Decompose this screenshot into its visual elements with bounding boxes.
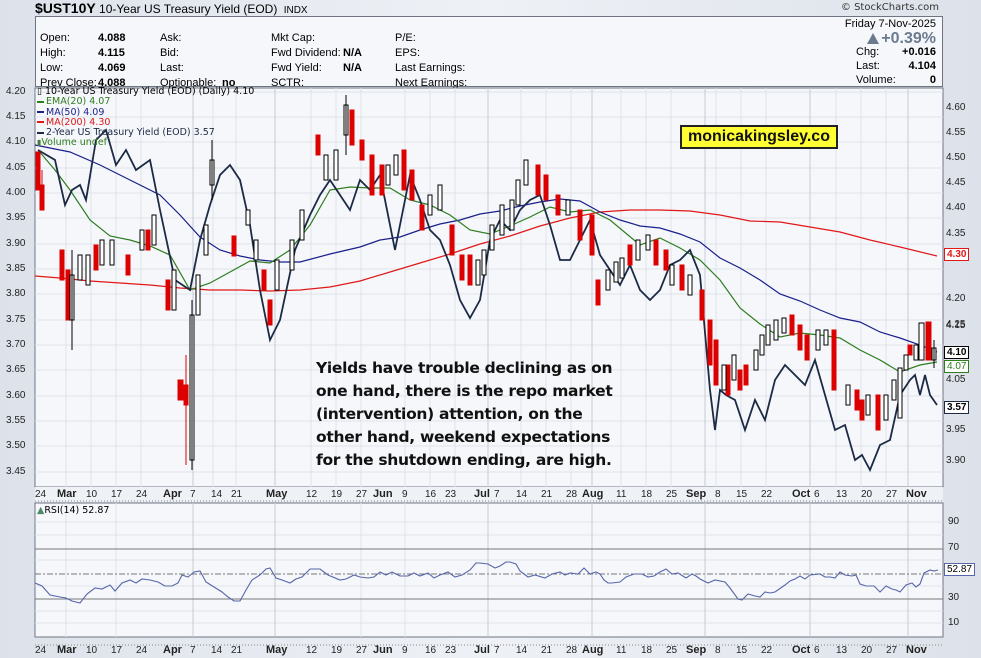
chart-title: $UST10Y 10-Year US Treasury Yield (EOD) … <box>35 0 308 19</box>
high-label: High: <box>40 47 66 59</box>
quote-date: Friday 7-Nov-2025 <box>844 18 936 30</box>
prev-close-label: Prev Close: <box>40 77 97 89</box>
legend-ma200: MA(200) 4.30 <box>37 116 254 128</box>
open-value: 4.088 <box>98 32 126 44</box>
2y-swatch-icon <box>37 131 44 134</box>
copyright: © StockCharts.com <box>840 2 939 13</box>
legend-ma50: MA(50) 4.09 <box>37 106 254 118</box>
right-axis-4-15: 4.15 <box>946 320 966 331</box>
exchange: INDX <box>283 5 308 16</box>
legend-2y-label: 2-Year US Treasury Yield (EOD) 3.57 <box>46 127 215 139</box>
chg-value: +0.016 <box>902 46 936 58</box>
legend-volume: ▮Volume undef <box>37 138 254 148</box>
mkt-cap-label: Mkt Cap: <box>271 32 316 44</box>
volume-value: 0 <box>929 74 936 86</box>
info-col-bidask: Ask: Bid: Last: Optionable: no <box>160 31 235 91</box>
last-row: Last: 4.104 <box>856 59 936 73</box>
price-legend: ▯ 10-Year US Treasury Yield (EOD) (Daily… <box>37 86 255 149</box>
ma200-value-tag: 4.30 <box>944 248 970 261</box>
rsi-grid <box>35 503 943 637</box>
last-value-tag: 4.10 <box>944 346 970 359</box>
legend-ema20: EMA(20) 4.07 <box>37 97 254 107</box>
prev-close-value: 4.088 <box>98 77 126 89</box>
ma200-line <box>34 209 938 292</box>
legend-main: ▯ 10-Year US Treasury Yield (EOD) (Daily… <box>37 86 255 97</box>
chg-label: Chg: <box>856 46 880 58</box>
ma50-swatch-icon <box>37 111 44 114</box>
volume-row: Volume: 0 <box>856 73 936 87</box>
last-label: Last: <box>160 62 184 74</box>
legend-ma200-label: MA(200) 4.30 <box>46 116 111 128</box>
rsi-value-tag: 52.87 <box>944 563 976 576</box>
rsi-legend-label: RSI(14) 52.87 <box>44 505 110 516</box>
rsi-legend: ▲RSI(14) 52.87 <box>37 505 109 516</box>
high-value: 4.115 <box>98 47 125 59</box>
ma50-line <box>34 144 938 353</box>
info-col-prices: Open: 4.088 High: 4.115 Low: 4.069 Prev Clo… <box>40 31 126 91</box>
fwd-yield-value: N/A <box>343 62 362 74</box>
up-arrow-icon <box>867 33 880 44</box>
rsi-icon: ▲ <box>37 505 45 516</box>
candlestick-icon: ▯ <box>37 87 42 97</box>
legend-main-label: 10-Year US Treasury Yield (EOD) (Daily) … <box>44 86 255 97</box>
last-price-value: 4.104 <box>908 60 936 72</box>
ma200-swatch-icon <box>37 121 44 124</box>
percent-change: +0.39% <box>867 31 936 47</box>
legend-2y: 2-Year US Treasury Yield (EOD) 3.57 <box>37 128 254 138</box>
fwd-dividend-value: N/A <box>343 47 362 59</box>
volume-bars-icon: ▮ <box>37 138 42 148</box>
eps-label: EPS: <box>395 47 421 59</box>
optionable-label: Optionable: <box>160 77 217 89</box>
change-row: Chg: +0.016 <box>856 45 936 59</box>
legend-ma50-label: MA(50) 4.09 <box>46 106 105 118</box>
2y-yield-line <box>37 128 938 473</box>
rsi-panel <box>34 502 944 638</box>
info-col-fundamentals: Mkt Cap: Fwd Dividend: N/A Fwd Yield: N/A … <box>271 31 362 91</box>
fwd-yield-label: Fwd Yield: <box>271 62 322 74</box>
open-label: Open: <box>40 32 70 44</box>
pe-label: P/E: <box>395 32 416 44</box>
2y-value-tag: 3.57 <box>944 401 970 414</box>
info-col-earnings: P/E: EPS: Last Earnings: Next Earnings: <box>395 31 467 91</box>
last-earnings-label: Last Earnings: <box>395 62 466 74</box>
fwd-dividend-label: Fwd Dividend: <box>271 47 341 59</box>
legend-ema20-label: EMA(20) 4.07 <box>46 96 111 108</box>
date-axis-top <box>35 487 943 502</box>
low-label: Low: <box>40 62 64 74</box>
last-price-label: Last: <box>856 60 880 72</box>
ema20-value-tag: 4.07 <box>944 360 970 373</box>
ask-label: Ask: <box>160 32 182 44</box>
optionable-value: no <box>222 77 236 89</box>
low-value: 4.069 <box>98 62 126 74</box>
symbol: $UST10Y <box>35 0 96 16</box>
rsi-line <box>34 561 939 604</box>
quote-info-panel: Open: 4.088 High: 4.115 Low: 4.069 Prev Clo… <box>35 16 943 89</box>
volume-label: Volume: <box>856 74 896 86</box>
legend-volume-label: Volume undef <box>41 137 108 149</box>
ema20-swatch-icon <box>37 100 44 103</box>
percent-change-value: +0.39% <box>881 30 936 47</box>
brand-watermark: monicakingsley.co <box>680 125 838 149</box>
bid-label: Bid: <box>160 47 179 59</box>
sctr-label: SCTR: <box>271 77 304 89</box>
next-earnings-label: Next Earnings: <box>395 77 468 89</box>
instrument-name: 10-Year US Treasury Yield (EOD) <box>99 2 278 16</box>
candlesticks <box>35 95 937 470</box>
chart-annotation: Yields have trouble declining as on one … <box>316 359 613 469</box>
